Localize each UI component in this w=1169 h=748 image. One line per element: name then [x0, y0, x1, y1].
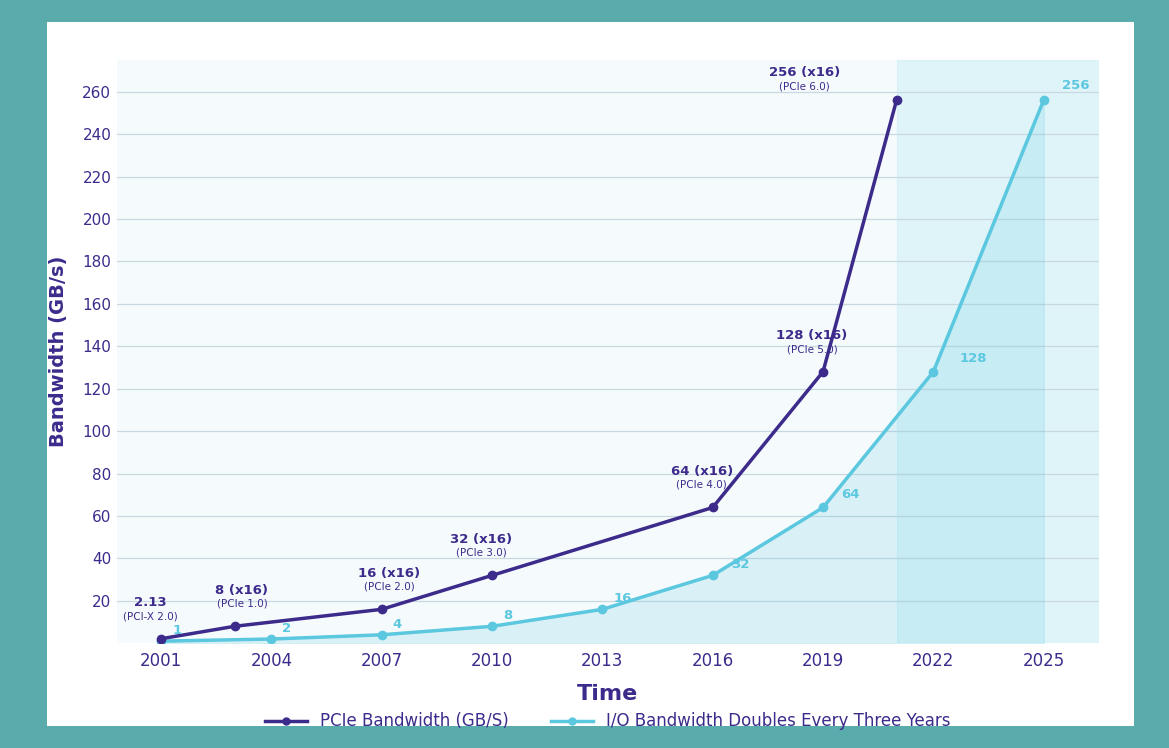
Text: 16: 16	[614, 592, 631, 605]
Text: 2: 2	[283, 622, 291, 635]
Text: 2.13: 2.13	[133, 596, 166, 609]
Text: (PCIe 3.0): (PCIe 3.0)	[456, 548, 506, 558]
Text: 32 (x16): 32 (x16)	[450, 533, 512, 546]
Text: 128: 128	[959, 352, 987, 365]
Legend: PCIe Bandwidth (GB/S), I/O Bandwidth Doubles Every Three Years: PCIe Bandwidth (GB/S), I/O Bandwidth Dou…	[258, 705, 957, 737]
Bar	[897, 60, 1099, 643]
Text: 32: 32	[731, 558, 749, 571]
Text: 4: 4	[393, 618, 402, 631]
Text: (PCIe 2.0): (PCIe 2.0)	[364, 582, 415, 592]
Text: 8: 8	[503, 609, 512, 622]
Text: 64: 64	[842, 488, 860, 501]
Text: 256: 256	[1063, 79, 1090, 92]
Text: 128 (x16): 128 (x16)	[776, 329, 848, 342]
Y-axis label: Bandwidth (GB/s): Bandwidth (GB/s)	[49, 256, 69, 447]
Text: 8 (x16): 8 (x16)	[215, 583, 269, 597]
Text: 256 (x16): 256 (x16)	[769, 66, 841, 79]
Text: (PCIe 5.0): (PCIe 5.0)	[787, 344, 837, 354]
Text: (PCI-X 2.0): (PCI-X 2.0)	[123, 611, 178, 621]
X-axis label: Time: Time	[577, 684, 638, 704]
Text: 64 (x16): 64 (x16)	[671, 465, 733, 478]
Text: (PCIe 1.0): (PCIe 1.0)	[216, 598, 268, 609]
Text: 1: 1	[172, 624, 181, 637]
Text: 16 (x16): 16 (x16)	[358, 567, 420, 580]
Text: (PCIe 6.0): (PCIe 6.0)	[780, 81, 830, 91]
Text: (PCIe 4.0): (PCIe 4.0)	[677, 480, 727, 490]
